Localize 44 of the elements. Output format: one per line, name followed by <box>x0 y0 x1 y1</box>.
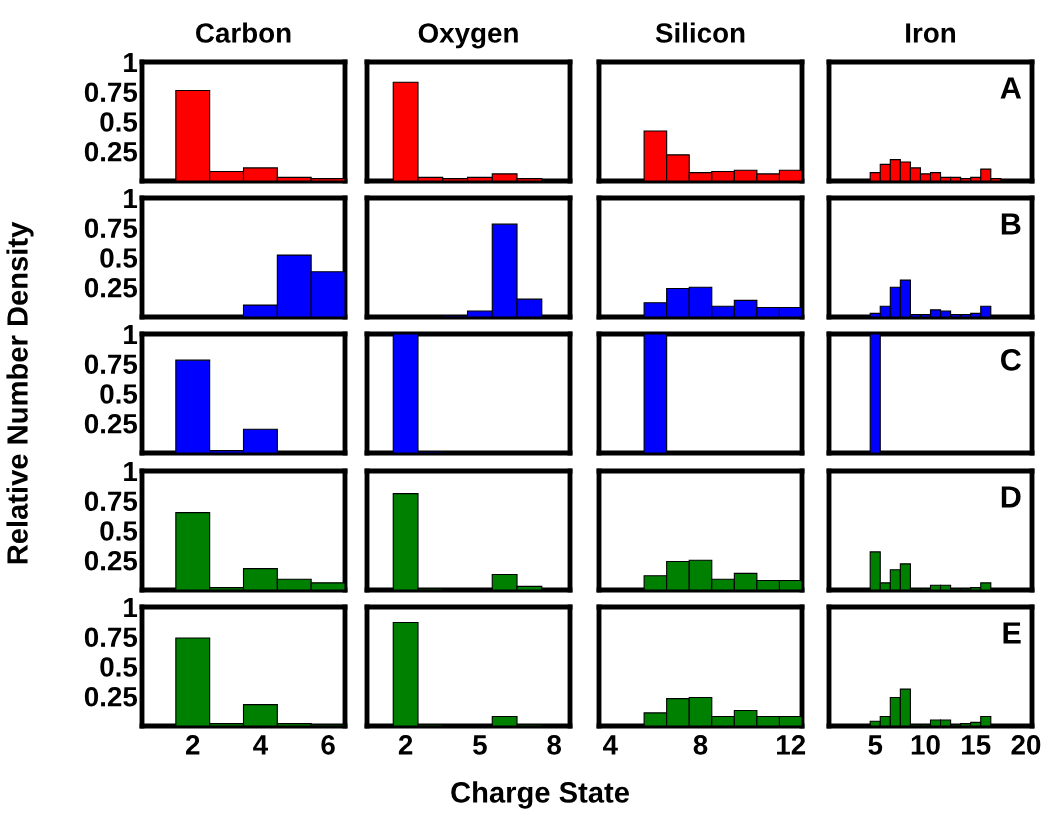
chart-title: Carbon <box>196 22 291 43</box>
x-tick-label: 20 <box>1011 735 1041 755</box>
y-tick-label: 1 <box>124 597 138 618</box>
chart-title: Silicon <box>655 22 745 43</box>
y-tick-label: 1 <box>124 52 138 73</box>
y-tick-label: 0.75 <box>84 491 138 512</box>
y-tick-label: 0.25 <box>84 550 138 571</box>
y-tick-label: 0.5 <box>100 384 138 404</box>
annotation: D <box>1001 486 1021 508</box>
y-tick-label: 0.25 <box>84 413 138 434</box>
x-tick-label: 8 <box>693 735 708 755</box>
y-tick-label: 0.75 <box>84 218 138 239</box>
x-tick-label: 2 <box>398 735 413 755</box>
annotation: C <box>1001 349 1022 371</box>
x-tick-label: 4 <box>253 735 268 755</box>
annotation: E <box>1003 622 1021 644</box>
x-tick-label: 10 <box>911 735 940 755</box>
x-tick-label: 15 <box>962 735 991 755</box>
chart-title: Oxygen <box>418 23 518 49</box>
x-tick-label: 12 <box>777 735 806 755</box>
x-tick-label: 4 <box>602 735 618 755</box>
y-axis-title: Relative Number Density <box>6 221 34 564</box>
x-tick-label: 5 <box>473 735 487 755</box>
y-tick-label: 0.5 <box>100 248 138 268</box>
y-tick-label: 0.25 <box>84 686 138 707</box>
y-tick-label: 0.5 <box>100 112 138 132</box>
y-tick-label: 0.75 <box>84 627 138 648</box>
y-tick-label: 0.75 <box>84 354 138 375</box>
x-tick-label: 2 <box>185 735 200 755</box>
y-tick-label: 0.5 <box>100 657 138 677</box>
x-axis-title: Charge State <box>451 781 629 809</box>
y-tick-label: 0.5 <box>100 521 138 541</box>
x-tick-label: 5 <box>868 735 883 755</box>
x-tick-label: 6 <box>321 735 335 755</box>
y-tick-label: 1 <box>124 188 138 209</box>
chart-title: Iron <box>906 23 956 43</box>
y-tick-label: 0.25 <box>84 141 138 162</box>
annotation: A <box>1000 77 1022 99</box>
x-tick-label: 8 <box>547 735 562 755</box>
y-tick-label: 0.75 <box>84 82 138 103</box>
y-tick-label: 1 <box>124 324 138 345</box>
y-tick-label: 1 <box>124 461 138 482</box>
annotation: B <box>1001 213 1021 235</box>
y-tick-label: 0.25 <box>84 277 138 298</box>
